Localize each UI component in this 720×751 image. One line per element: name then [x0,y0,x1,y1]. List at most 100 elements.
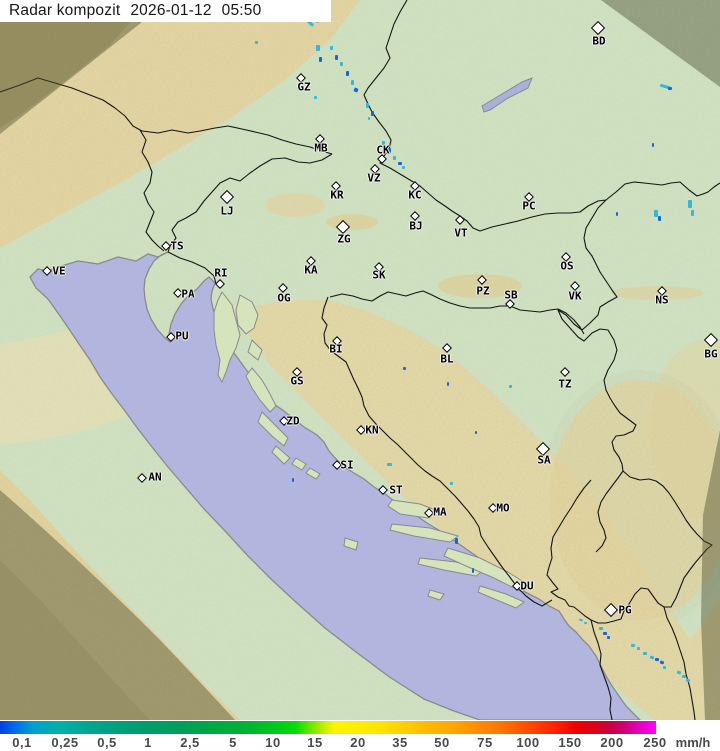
radar-echo [663,666,666,669]
city-label-sb: SB [504,288,518,302]
lake-balaton [481,77,533,113]
product-time: 05:50 [221,2,262,19]
city-label-ma: MA [433,505,447,519]
legend-tick-20: 20 [350,735,366,750]
city-label-an: AN [148,470,162,484]
radar-echo [472,568,474,573]
city-label-pg: PG [618,603,632,617]
legend-tick-0_1: 0,1 [12,735,32,750]
city-label-bd: BD [592,34,606,48]
radar-echo [335,55,338,60]
legend-tick-5: 5 [229,735,237,750]
radar-echo [659,660,665,665]
city-label-og: OG [277,291,291,305]
radar-echo [371,111,374,116]
radar-echo [688,200,692,208]
radar-echo [649,655,655,660]
city-label-zg: ZG [337,232,351,246]
city-label-vk: VK [568,289,582,303]
product-date: 2026-01-12 [130,2,212,19]
legend-tick-200: 200 [600,735,624,750]
city-label-pz: PZ [476,284,490,298]
city-label-du: DU [520,579,534,593]
radar-echo [631,644,635,647]
radar-echo [314,96,317,99]
legend-tick-35: 35 [392,735,408,750]
radar-echo [382,141,385,145]
city-label-bi: BI [329,342,343,356]
city-label-os: OS [560,259,574,273]
city-label-zd: ZD [286,414,300,428]
radar-echo [643,652,647,655]
radar-echo [346,71,349,76]
radar-echo [292,478,294,482]
radar-echo [691,210,694,216]
precip-unit-label: mm/h [675,735,711,750]
radar-echo [351,80,354,85]
radar-echo [475,431,477,434]
radar-echo [652,143,654,147]
map-graphic [0,0,720,720]
legend-tick-0_25: 0,25 [51,735,79,750]
radar-echo [353,87,359,93]
city-label-ka: KA [304,263,318,277]
legend-tick-75: 75 [477,735,493,750]
legend-tick-100: 100 [516,735,540,750]
city-label-bl: BL [440,352,454,366]
radar-echo [509,385,512,388]
city-label-ts: TS [170,239,184,253]
city-label-pu: PU [175,329,189,343]
city-label-mb: MB [314,141,328,155]
radar-echo [255,41,258,44]
radar-echo [637,647,640,650]
legend-tick-2_5: 2,5 [180,735,200,750]
city-label-gz: GZ [297,80,311,94]
city-label-sa: SA [537,453,551,467]
city-label-st: ST [389,483,403,497]
precip-color-scale [0,721,656,734]
city-label-lj: LJ [220,204,234,218]
radar-echo [603,632,607,635]
radar-range-mask [0,0,720,720]
city-label-kr: KR [330,188,344,202]
city-label-pa: PA [181,287,195,301]
radar-echo [388,148,391,153]
radar-echo [403,367,406,370]
legend-tick-150: 150 [558,735,582,750]
city-label-gs: GS [290,374,304,388]
radar-echo [668,87,672,90]
radar-echo [658,216,661,221]
radar-echo [654,210,658,217]
radar-echo [340,62,343,66]
radar-echo [579,618,583,622]
radar-echo [655,658,659,661]
city-label-tz: TZ [558,377,572,391]
radar-map: GZ BD MB CK VZ KR KC PC LJ ZG BJ VT TS OS RI KA SK VE PA OG… [0,0,720,720]
radar-echo [447,382,449,386]
radar-echo [402,166,405,169]
legend-tick-15: 15 [307,735,323,750]
radar-echo [455,538,458,544]
product-title: Radar kompozit [9,2,121,19]
radar-echo [398,162,402,165]
city-label-pc: PC [522,199,536,213]
radar-echo [307,20,314,27]
radar-echo [607,636,610,639]
precip-legend: 0,1 0,25 0,5 1 2,5 5 10 15 20 35 50 75 100 150 200 250 … [0,720,720,751]
legend-tick-0_5: 0,5 [97,735,117,750]
national-borders [0,0,720,720]
city-label-kc: KC [408,188,422,202]
radar-echo [599,627,603,630]
islands [213,291,531,609]
city-label-ns: NS [655,293,669,307]
legend-tick-50: 50 [434,735,450,750]
radar-echo [330,46,333,50]
radar-echo [584,622,587,624]
radar-echo [319,57,322,62]
legend-tick-1: 1 [144,735,152,750]
city-label-vz: VZ [367,171,381,185]
legend-tick-10: 10 [265,735,281,750]
radar-echo [676,670,682,675]
radar-echoes [255,4,694,683]
